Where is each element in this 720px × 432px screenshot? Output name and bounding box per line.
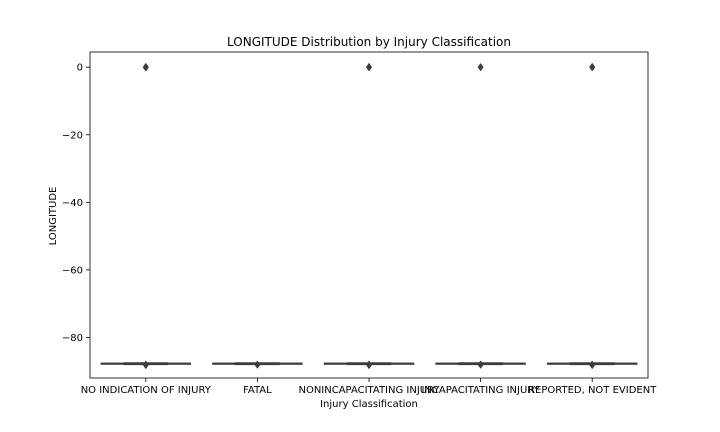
- y-tick-label: −80: [62, 333, 83, 344]
- x-tick-label: NONINCAPACITATING INJURY: [298, 385, 440, 396]
- y-tick-label: 0: [77, 63, 83, 74]
- outlier-point: [366, 361, 372, 370]
- y-tick-label: −40: [62, 198, 83, 209]
- y-tick-label: −60: [62, 265, 83, 276]
- plot-frame: [89, 51, 649, 379]
- x-tick-label: NO INDICATION OF INJURY: [81, 385, 212, 396]
- outlier-point: [142, 63, 149, 72]
- x-tick-label: REPORTED, NOT EVIDENT: [528, 385, 657, 396]
- outlier-point: [142, 361, 149, 370]
- outlier-point: [589, 62, 596, 71]
- outlier-point: [254, 361, 261, 369]
- x-tick-label: FATAL: [243, 385, 272, 396]
- y-axis-label: LONGITUDE: [48, 187, 59, 246]
- outlier-point: [477, 361, 484, 369]
- chart-title: LONGITUDE Distribution by Injury Classif…: [227, 35, 511, 49]
- plot-area: 0 −20 −40 −60 −80 NO INDICATION OF INJURY FATA…: [62, 51, 657, 396]
- x-tick-label: INCAPACITATING INJURY: [421, 385, 540, 396]
- x-axis-label: Injury Classification: [320, 399, 418, 410]
- outlier-point: [366, 62, 372, 71]
- outlier-point: [589, 361, 596, 370]
- outlier-point: [477, 63, 484, 72]
- y-tick-label: −20: [62, 130, 83, 141]
